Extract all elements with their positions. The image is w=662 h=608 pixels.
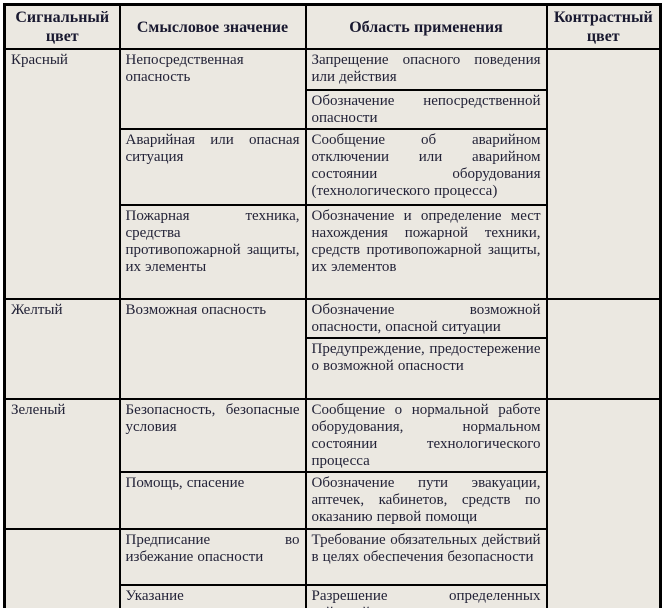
cell-application-normal-operation: Сообщение о нормальной работе оборудован…	[304, 398, 548, 473]
table-row: Красный Непосредственная опасность Запре…	[3, 48, 662, 300]
table-row: Пожарная техника, средства противопожарн…	[5, 204, 661, 300]
cell-meaning-fire-equipment: Пожарная техника, средства противопожарн…	[118, 204, 307, 300]
cell-meaning-safety: Безопасность, безопасные условия	[118, 398, 307, 473]
cell-application-emergency-shutdown: Сообщение об аварийном отключении или ав…	[304, 128, 548, 206]
table-row: Аварийная или опасная ситуация Сообщение…	[5, 128, 661, 206]
cell-application-warning: Предупреждение, предостережение о возмож…	[304, 337, 548, 400]
cell-contrast-red	[545, 48, 662, 300]
cell-signal-empty	[3, 528, 121, 608]
table-row: Желтый Возможная опасность Обозначение в…	[3, 298, 662, 400]
header-signal-color: Сигнальный цвет	[3, 3, 121, 50]
table-row: Помощь, спасение Обозначение пути эвакуа…	[5, 471, 661, 530]
header-application: Область применения	[304, 3, 548, 50]
table-row: Зеленый Безопасность, безопасные условия…	[3, 398, 662, 608]
table-row: Предупреждение, предостережение о возмож…	[5, 337, 661, 400]
cell-meaning-immediate-danger: Непосредственная опасность	[118, 48, 307, 130]
cell-application-immediate-danger: Обозначение непосредственной опасности	[304, 89, 548, 130]
cell-application-fire-equipment-location: Обозначение и определение мест нахождени…	[304, 204, 548, 300]
signal-colors-table: Сигнальный цвет Смысловое значение Облас…	[3, 3, 662, 608]
table-row: Указание Разрешение определенных действи…	[5, 584, 661, 608]
header-row: Сигнальный цвет Смысловое значение Облас…	[3, 3, 662, 50]
table-row: Обозначение непосредственной опасности	[5, 89, 661, 130]
cell-application-permission: Разрешение определенных действий	[304, 584, 548, 608]
cell-signal-red: Красный	[3, 48, 121, 300]
cell-meaning-possible-danger: Возможная опасность	[118, 298, 307, 400]
cell-meaning-instruction: Указание	[118, 584, 307, 608]
cell-contrast-green-blue	[545, 398, 662, 608]
header-meaning: Смысловое значение	[118, 3, 307, 50]
cell-application-possible-danger: Обозначение возможной опасности, опасной…	[304, 298, 548, 339]
table-row: Предписание во избежание опасности Требо…	[3, 528, 661, 608]
cell-application-prohibition: Запрещение опасного поведения или действ…	[304, 48, 548, 91]
header-contrast-color: Контрастный цвет	[545, 3, 662, 50]
cell-signal-green: Зеленый	[3, 398, 121, 530]
cell-meaning-help-rescue: Помощь, спасение	[118, 471, 307, 530]
cell-contrast-yellow	[545, 298, 662, 400]
cell-application-evacuation: Обозначение пути эвакуации, аптечек, каб…	[304, 471, 548, 530]
cell-meaning-emergency: Аварийная или опасная ситуация	[118, 128, 307, 206]
cell-signal-yellow: Желтый	[3, 298, 121, 400]
cell-meaning-prescription: Предписание во избежание опасности	[118, 528, 307, 586]
cell-application-mandatory-actions: Требование обязательных действий в целях…	[304, 528, 548, 586]
